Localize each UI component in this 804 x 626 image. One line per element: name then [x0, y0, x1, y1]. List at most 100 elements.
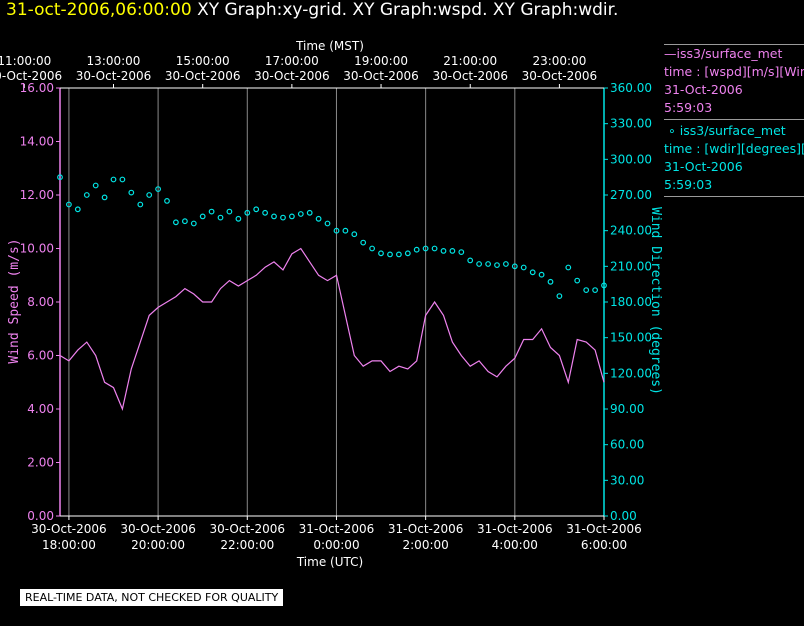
- bottom-axis-label: Time (UTC): [296, 555, 363, 569]
- wind-direction-point: [92, 182, 99, 189]
- wind-speed-line: [59, 247, 605, 411]
- wind-direction-point: [190, 220, 197, 227]
- axes: [23, 84, 608, 520]
- graph-title-bar: 31-oct-2006,06:00:00 XY Graph:xy-grid. X…: [6, 0, 618, 20]
- left-tick-label: 8.00: [27, 295, 54, 309]
- bottom-tick-date: 30-Oct-2006: [31, 522, 107, 536]
- right-tick-label: 360.00: [610, 81, 652, 95]
- bottom-tick-time: 6:00:00: [581, 538, 627, 552]
- tick-labels: 0.00 2.00 4.00 6.00 8.00 10.00 12.00 14.00 16.00…: [0, 54, 652, 552]
- wind-direction-point: [520, 264, 527, 271]
- legend-wspd-date: 31-Oct-2006: [664, 82, 743, 97]
- wind-direction-point: [342, 227, 349, 234]
- wind-direction-point: [458, 249, 465, 256]
- wind-direction-point: [556, 293, 563, 300]
- grid-lines: [68, 88, 516, 516]
- legend-wspd-variable: time : [wspd][m/s][Win: [664, 64, 804, 79]
- wind-direction-point: [351, 231, 358, 238]
- wind-direction-point: [431, 245, 438, 252]
- wind-direction-point: [110, 176, 117, 183]
- bottom-tick-date: 31-Oct-2006: [299, 522, 375, 536]
- wind-direction-point: [467, 257, 474, 264]
- top-tick-date: 30-Oct-2006: [165, 69, 241, 83]
- wind-direction-point: [378, 250, 384, 257]
- wind-direction-point: [137, 201, 144, 208]
- wind-direction-point: [413, 246, 420, 253]
- top-tick-date: 30-Oct-2006: [0, 69, 62, 83]
- legend-circle-icon: ∘: [664, 123, 680, 138]
- wind-direction-point: [181, 218, 188, 225]
- legend-entry-wdir: ∘ iss3/surface_met time : [wdir][degrees…: [664, 122, 804, 197]
- wind-direction-point: [83, 192, 90, 198]
- top-tick-time: 21:00:00: [443, 54, 497, 68]
- top-tick-date: 30-Oct-2006: [343, 69, 419, 83]
- bottom-tick-time: 2:00:00: [403, 538, 449, 552]
- wind-direction-point: [422, 245, 429, 252]
- wind-direction-point: [387, 251, 393, 258]
- left-tick-label: 0.00: [27, 509, 54, 523]
- left-tick-label: 16.00: [20, 81, 54, 95]
- bottom-tick-time: 0:00:00: [313, 538, 359, 552]
- right-tick-label: 210.00: [610, 259, 652, 273]
- wind-direction-point: [208, 208, 215, 215]
- wind-direction-point: [565, 264, 572, 271]
- right-tick-label: 180.00: [610, 295, 652, 309]
- wind-direction-point: [538, 271, 545, 278]
- wind-direction-point: [476, 261, 483, 267]
- legend-wdir-date: 31-Oct-2006: [664, 159, 743, 174]
- top-tick-time: 23:00:00: [532, 54, 586, 68]
- top-tick-date: 30-Oct-2006: [76, 69, 152, 83]
- wind-direction-point: [592, 287, 598, 294]
- left-tick-label: 12.00: [20, 188, 54, 202]
- wind-speed-series: [59, 247, 605, 411]
- left-tick-label: 10.00: [20, 242, 54, 256]
- graph-names: XY Graph:xy-grid. XY Graph:wspd. XY Grap…: [197, 0, 619, 20]
- wind-direction-point: [289, 213, 295, 220]
- bottom-tick-time: 20:00:00: [131, 538, 185, 552]
- quality-disclaimer: REAL-TIME DATA, NOT CHECKED FOR QUALITY: [20, 589, 284, 606]
- top-tick-time: 19:00:00: [354, 54, 408, 68]
- legend-wdir-variable: time : [wdir][degrees][W: [664, 141, 804, 156]
- wind-direction-point: [74, 206, 81, 213]
- left-tick-label: 6.00: [27, 349, 54, 363]
- wind-direction-point: [529, 269, 536, 276]
- legend-wdir-source: iss3/surface_met: [679, 123, 786, 138]
- datetime-label: 31-oct-2006,06:00:00: [6, 0, 192, 20]
- wind-direction-point: [440, 247, 447, 254]
- legend-wspd-time: 5:59:03: [664, 100, 713, 115]
- wind-direction-point: [253, 206, 260, 213]
- bottom-tick-date: 31-Oct-2006: [388, 522, 464, 536]
- right-tick-label: 300.00: [610, 152, 652, 166]
- wind-direction-point: [494, 262, 500, 269]
- top-tick-time: 17:00:00: [265, 54, 319, 68]
- wind-direction-point: [547, 278, 554, 285]
- legend-entry-wspd: —iss3/surface_met time : [wspd][m/s][Win…: [664, 44, 804, 120]
- right-tick-label: 30.00: [610, 473, 644, 487]
- wind-direction-point: [262, 209, 269, 216]
- wind-direction-point: [226, 208, 233, 215]
- wind-direction-series: [57, 174, 607, 300]
- top-tick-date: 30-Oct-2006: [432, 69, 508, 83]
- wind-direction-point: [119, 176, 126, 183]
- wind-direction-point: [65, 201, 72, 208]
- wind-direction-point: [449, 247, 456, 254]
- left-tick-label: 4.00: [27, 402, 54, 416]
- bottom-tick-time: 18:00:00: [42, 538, 96, 552]
- wind-direction-point: [369, 245, 376, 252]
- legend-wspd-source: iss3/surface_met: [676, 46, 783, 61]
- wind-direction-point: [396, 251, 402, 258]
- right-tick-label: 0.00: [610, 509, 637, 523]
- wind-direction-point: [503, 261, 509, 267]
- top-tick-date: 30-Oct-2006: [254, 69, 330, 83]
- top-tick-date: 30-Oct-2006: [522, 69, 598, 83]
- wind-direction-point: [146, 192, 153, 198]
- top-tick-time: 11:00:00: [0, 54, 51, 68]
- wind-direction-point: [217, 214, 224, 221]
- right-tick-label: 330.00: [610, 117, 652, 131]
- left-tick-label: 2.00: [27, 456, 54, 470]
- left-tick-label: 14.00: [20, 135, 54, 149]
- wind-direction-point: [360, 239, 367, 246]
- top-tick-time: 13:00:00: [87, 54, 141, 68]
- bottom-tick-date: 30-Oct-2006: [120, 522, 196, 536]
